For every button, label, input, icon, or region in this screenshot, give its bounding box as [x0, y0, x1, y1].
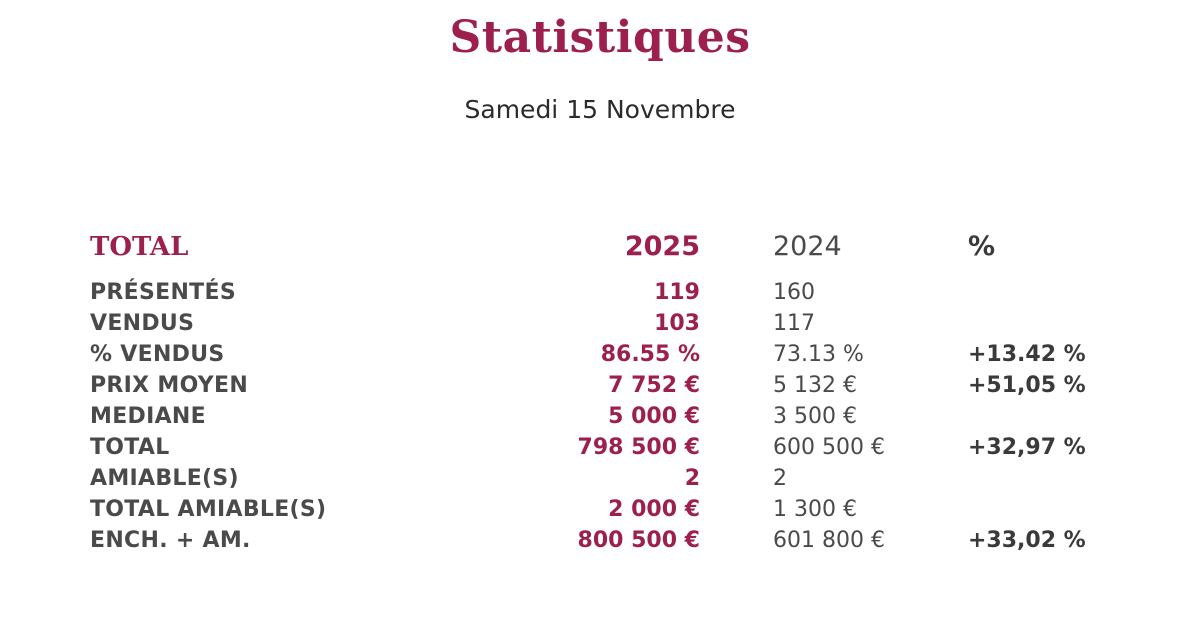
row-value-2025: 798 500 € [577, 435, 700, 460]
table-row: ENCH. + AM. 800 500 € 601 800 € +33,02 % [90, 528, 1110, 559]
row-label: AMIABLE(S) [90, 466, 239, 491]
row-value-2025: 7 752 € [608, 373, 700, 398]
row-value-2024: 117 [773, 311, 815, 336]
row-value-percent: +33,02 % [968, 528, 1086, 553]
table-row: PRÉSENTÉS 119 160 [90, 280, 1110, 311]
header-total-label: TOTAL [90, 232, 189, 262]
row-value-2025: 119 [654, 280, 700, 305]
row-value-2024: 2 [773, 466, 787, 491]
row-value-2025: 86.55 % [600, 342, 700, 367]
table-row: TOTAL 798 500 € 600 500 € +32,97 % [90, 435, 1110, 466]
row-label: ENCH. + AM. [90, 528, 251, 553]
row-value-2024: 3 500 € [773, 404, 857, 429]
header-percent: % [968, 231, 996, 262]
table-row: VENDUS 103 117 [90, 311, 1110, 342]
page-title: Statistiques [449, 12, 751, 63]
row-value-2025: 2 000 € [608, 497, 700, 522]
row-value-2025: 103 [654, 311, 700, 336]
row-value-percent: +51,05 % [968, 373, 1086, 398]
header-year-2024: 2024 [773, 231, 842, 262]
row-value-2024: 600 500 € [773, 435, 885, 460]
row-label: % VENDUS [90, 342, 225, 367]
row-label: MEDIANE [90, 404, 206, 429]
row-value-percent: +13.42 % [968, 342, 1086, 367]
row-value-2024: 5 132 € [773, 373, 857, 398]
row-label: PRIX MOYEN [90, 373, 249, 398]
table-row: PRIX MOYEN 7 752 € 5 132 € +51,05 % [90, 373, 1110, 404]
row-value-2024: 1 300 € [773, 497, 857, 522]
row-label: TOTAL [90, 435, 170, 460]
row-value-2025: 2 [684, 466, 700, 491]
table-row: TOTAL AMIABLE(S) 2 000 € 1 300 € [90, 497, 1110, 528]
page-subtitle-date: Samedi 15 Novembre [464, 95, 736, 124]
row-label: VENDUS [90, 311, 195, 336]
statistics-table: TOTAL 2025 2024 % PRÉSENTÉS 119 160 VEND… [90, 228, 1110, 559]
row-value-2024: 73.13 % [773, 342, 864, 367]
row-value-2024: 160 [773, 280, 815, 305]
header-year-2025: 2025 [624, 231, 700, 262]
row-value-2025: 800 500 € [577, 528, 700, 553]
table-header-row: TOTAL 2025 2024 % [90, 228, 1110, 280]
row-label: TOTAL AMIABLE(S) [90, 497, 327, 522]
row-value-percent: +32,97 % [968, 435, 1086, 460]
row-value-2025: 5 000 € [608, 404, 700, 429]
row-label: PRÉSENTÉS [90, 280, 236, 305]
table-row: MEDIANE 5 000 € 3 500 € [90, 404, 1110, 435]
table-row: AMIABLE(S) 2 2 [90, 466, 1110, 497]
table-row: % VENDUS 86.55 % 73.13 % +13.42 % [90, 342, 1110, 373]
row-value-2024: 601 800 € [773, 528, 885, 553]
